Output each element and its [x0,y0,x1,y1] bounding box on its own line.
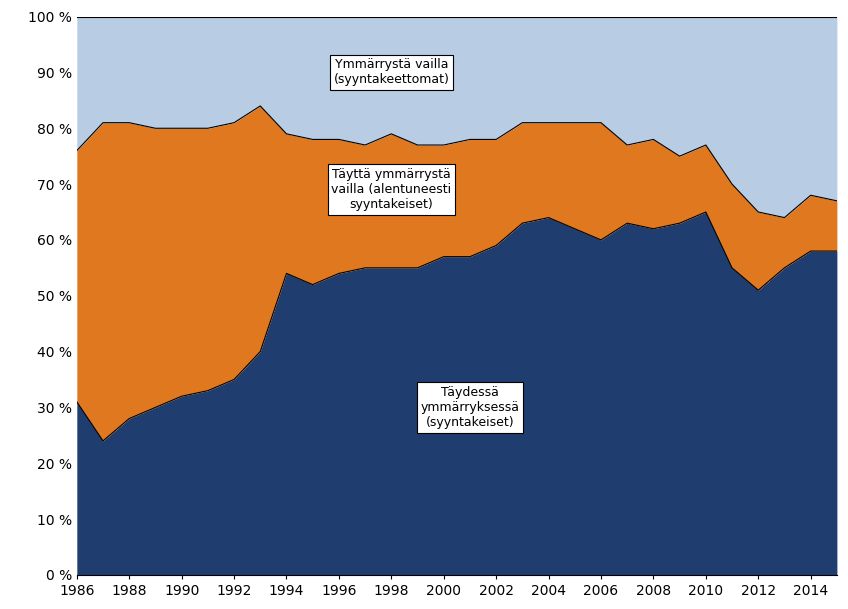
Text: Täyttä ymmärrystä
vailla (alentuneesti
syyntakeiset): Täyttä ymmärrystä vailla (alentuneesti s… [332,168,451,211]
Text: Ymmärrystä vailla
(syyntakeettomat): Ymmärrystä vailla (syyntakeettomat) [333,58,449,86]
Text: Täydessä
ymmärryksessä
(syyntakeiset): Täydessä ymmärryksessä (syyntakeiset) [421,386,520,429]
